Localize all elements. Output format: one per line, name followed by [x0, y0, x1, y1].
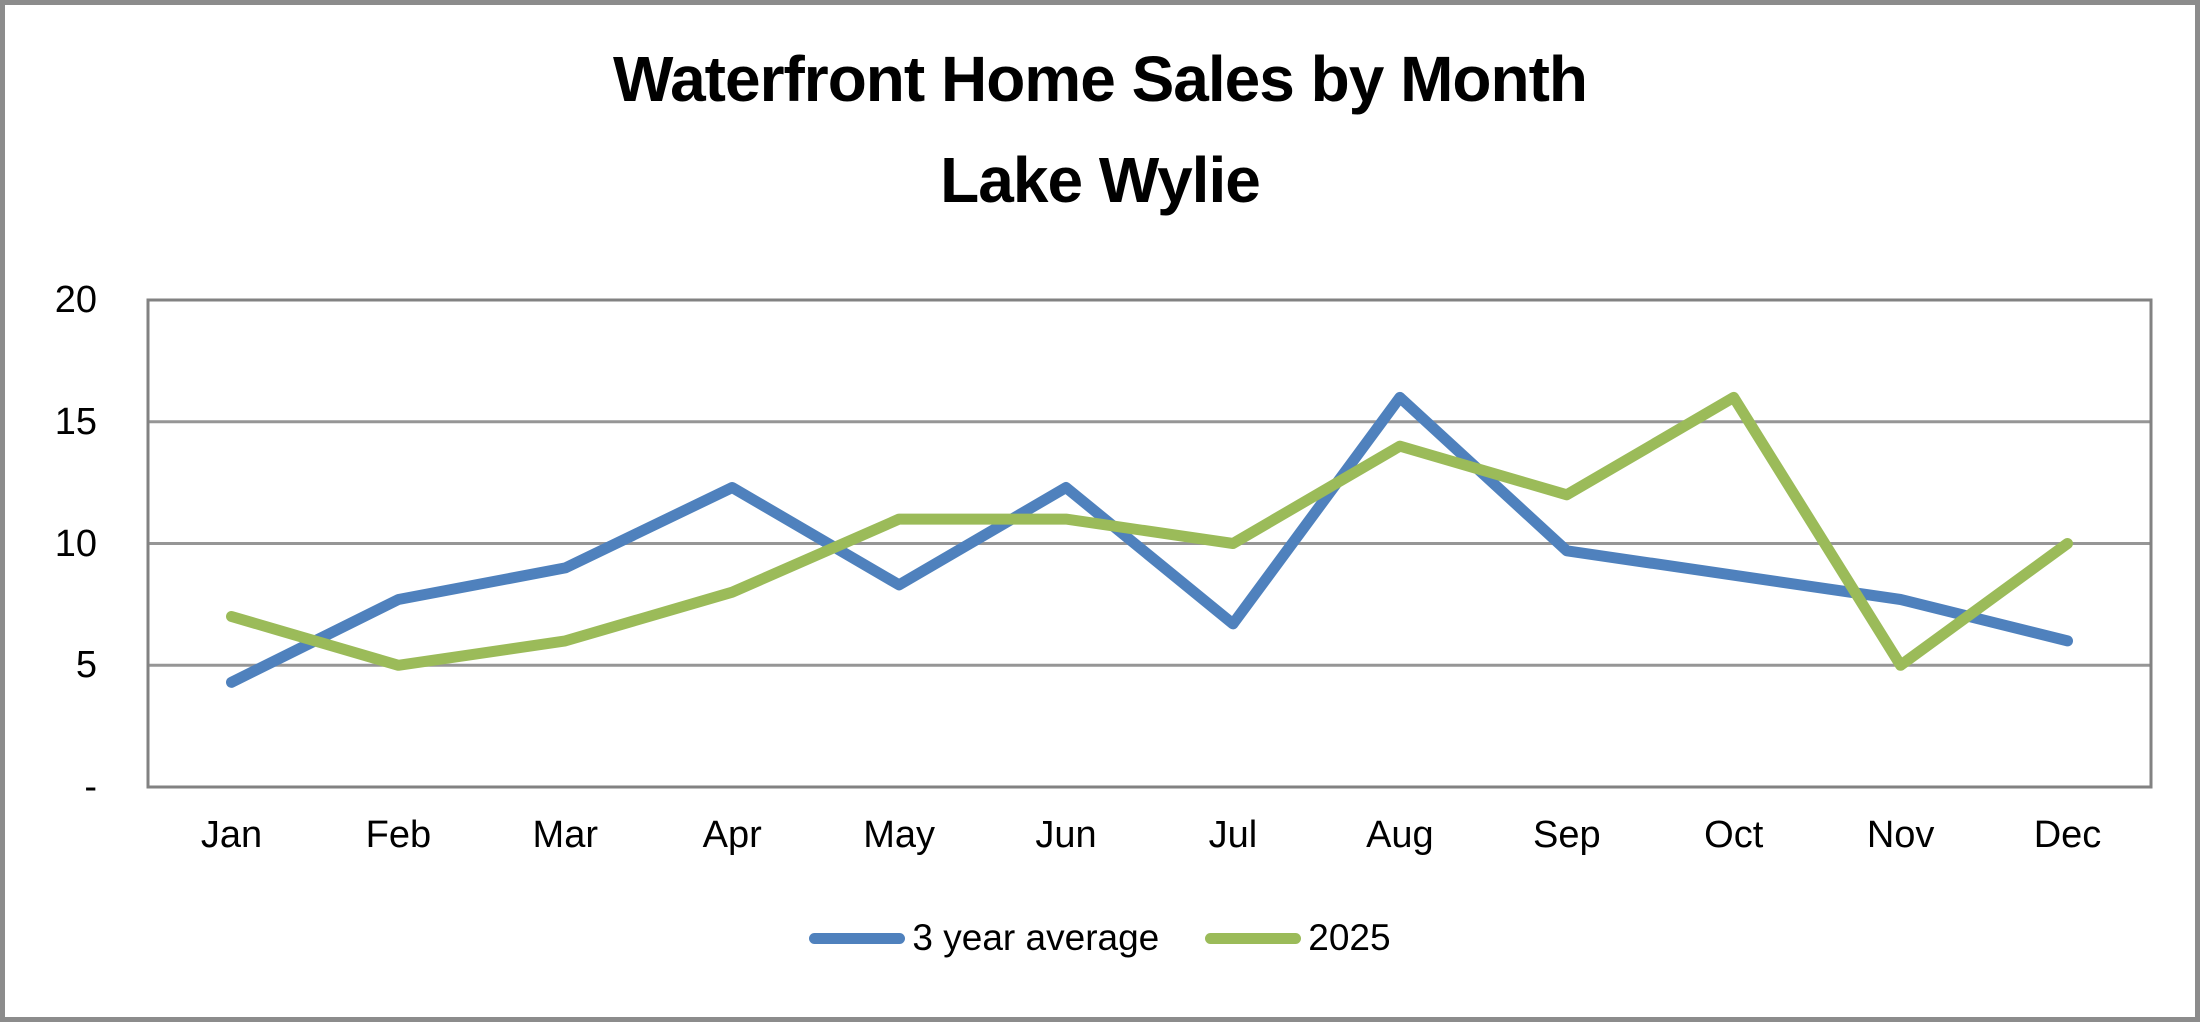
x-tick-label-mar: Mar: [532, 814, 598, 856]
legend-label: 3 year average: [912, 917, 1160, 958]
y-tick-label-10: 10: [54, 522, 97, 565]
x-tick-label-jun: Jun: [1035, 814, 1097, 856]
y-tick-label-5: 5: [75, 644, 97, 687]
series-line-2025: [226, 391, 2073, 671]
x-tick-label-aug: Aug: [1366, 814, 1434, 856]
legend-item-3-year-average: 3 year average: [809, 917, 1159, 959]
x-tick-label-jan: Jan: [200, 814, 263, 856]
chart-title-line1: Waterfront Home Sales by Month: [613, 43, 1588, 115]
legend-label: 2025: [1308, 917, 1391, 958]
x-tick-label-may: May: [863, 814, 936, 856]
x-tick-label-jul: Jul: [1208, 814, 1258, 856]
x-tick-label-apr: Apr: [702, 814, 762, 856]
x-tick-label-nov: Nov: [1866, 814, 1935, 856]
plot-border: [146, 298, 2153, 789]
x-tick-label-oct: Oct: [1704, 814, 1764, 856]
y-tick-label-15: 15: [54, 400, 97, 443]
plot-area: [146, 298, 2153, 789]
legend-swatch-green-line: [1205, 932, 1302, 944]
series-line-3-year-average: [226, 391, 2073, 688]
y-tick-label-20: 20: [54, 279, 97, 321]
x-tick-label-sep: Sep: [1532, 814, 1601, 856]
chart-title: Waterfront Home Sales by Month Lake Wyli…: [5, 29, 2195, 231]
legend-item-2025: 2025: [1205, 917, 1391, 959]
legend-swatch-blue-line: [809, 932, 906, 944]
x-tick-label-dec: Dec: [2033, 814, 2102, 856]
x-tick-label-feb: Feb: [365, 814, 432, 856]
legend: 3 year average 2025: [5, 917, 2195, 959]
y-tick-label-0: -: [84, 766, 97, 808]
chart-title-line2: Lake Wylie: [940, 144, 1261, 217]
